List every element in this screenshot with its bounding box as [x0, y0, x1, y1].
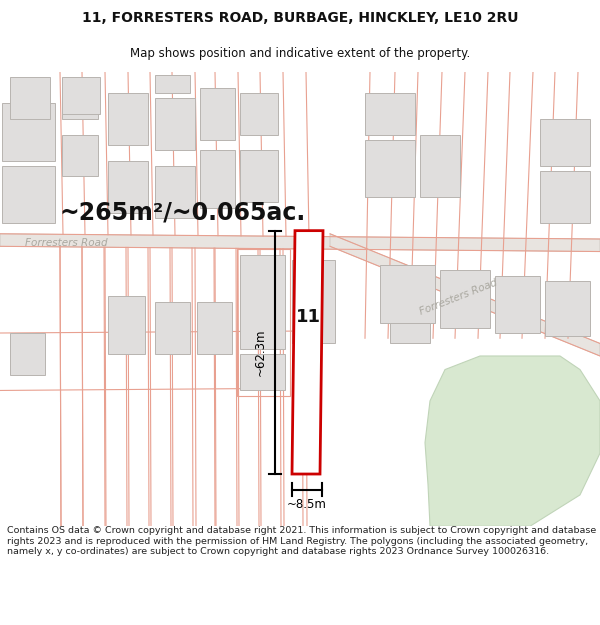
Polygon shape — [10, 333, 45, 375]
Polygon shape — [540, 119, 590, 166]
Polygon shape — [197, 302, 232, 354]
Text: Forresters Road: Forresters Road — [25, 238, 107, 248]
Polygon shape — [365, 140, 415, 198]
Polygon shape — [200, 150, 235, 208]
Polygon shape — [365, 92, 415, 134]
Text: Map shows position and indicative extent of the property.: Map shows position and indicative extent… — [130, 48, 470, 61]
Polygon shape — [108, 92, 148, 145]
Polygon shape — [155, 166, 195, 218]
Polygon shape — [240, 254, 285, 349]
Polygon shape — [0, 234, 600, 251]
Polygon shape — [390, 322, 430, 344]
Polygon shape — [540, 171, 590, 223]
Polygon shape — [155, 98, 195, 150]
Polygon shape — [108, 161, 148, 213]
Polygon shape — [200, 88, 235, 140]
Polygon shape — [330, 234, 600, 356]
Text: 11, FORRESTERS ROAD, BURBAGE, HINCKLEY, LE10 2RU: 11, FORRESTERS ROAD, BURBAGE, HINCKLEY, … — [82, 11, 518, 25]
Polygon shape — [292, 231, 323, 474]
Polygon shape — [62, 77, 100, 114]
Polygon shape — [292, 260, 335, 344]
Polygon shape — [380, 265, 435, 322]
Text: ~265m²/~0.065ac.: ~265m²/~0.065ac. — [60, 201, 306, 225]
Polygon shape — [2, 166, 55, 223]
Polygon shape — [425, 356, 600, 526]
Polygon shape — [62, 88, 98, 119]
Polygon shape — [495, 276, 540, 333]
Polygon shape — [155, 75, 190, 92]
Polygon shape — [10, 77, 50, 119]
Polygon shape — [240, 354, 285, 391]
Polygon shape — [440, 271, 490, 328]
Polygon shape — [2, 103, 55, 161]
Polygon shape — [545, 281, 590, 336]
Text: Contains OS data © Crown copyright and database right 2021. This information is : Contains OS data © Crown copyright and d… — [7, 526, 596, 556]
Polygon shape — [62, 134, 98, 176]
Text: ~62.3m: ~62.3m — [254, 329, 266, 376]
Polygon shape — [155, 302, 190, 354]
Polygon shape — [240, 92, 278, 134]
Polygon shape — [420, 134, 460, 198]
Polygon shape — [108, 296, 145, 354]
Text: Forresters Road: Forresters Road — [418, 278, 499, 317]
Text: ~8.5m: ~8.5m — [287, 498, 327, 511]
Polygon shape — [240, 150, 278, 202]
Text: 11: 11 — [296, 308, 320, 326]
